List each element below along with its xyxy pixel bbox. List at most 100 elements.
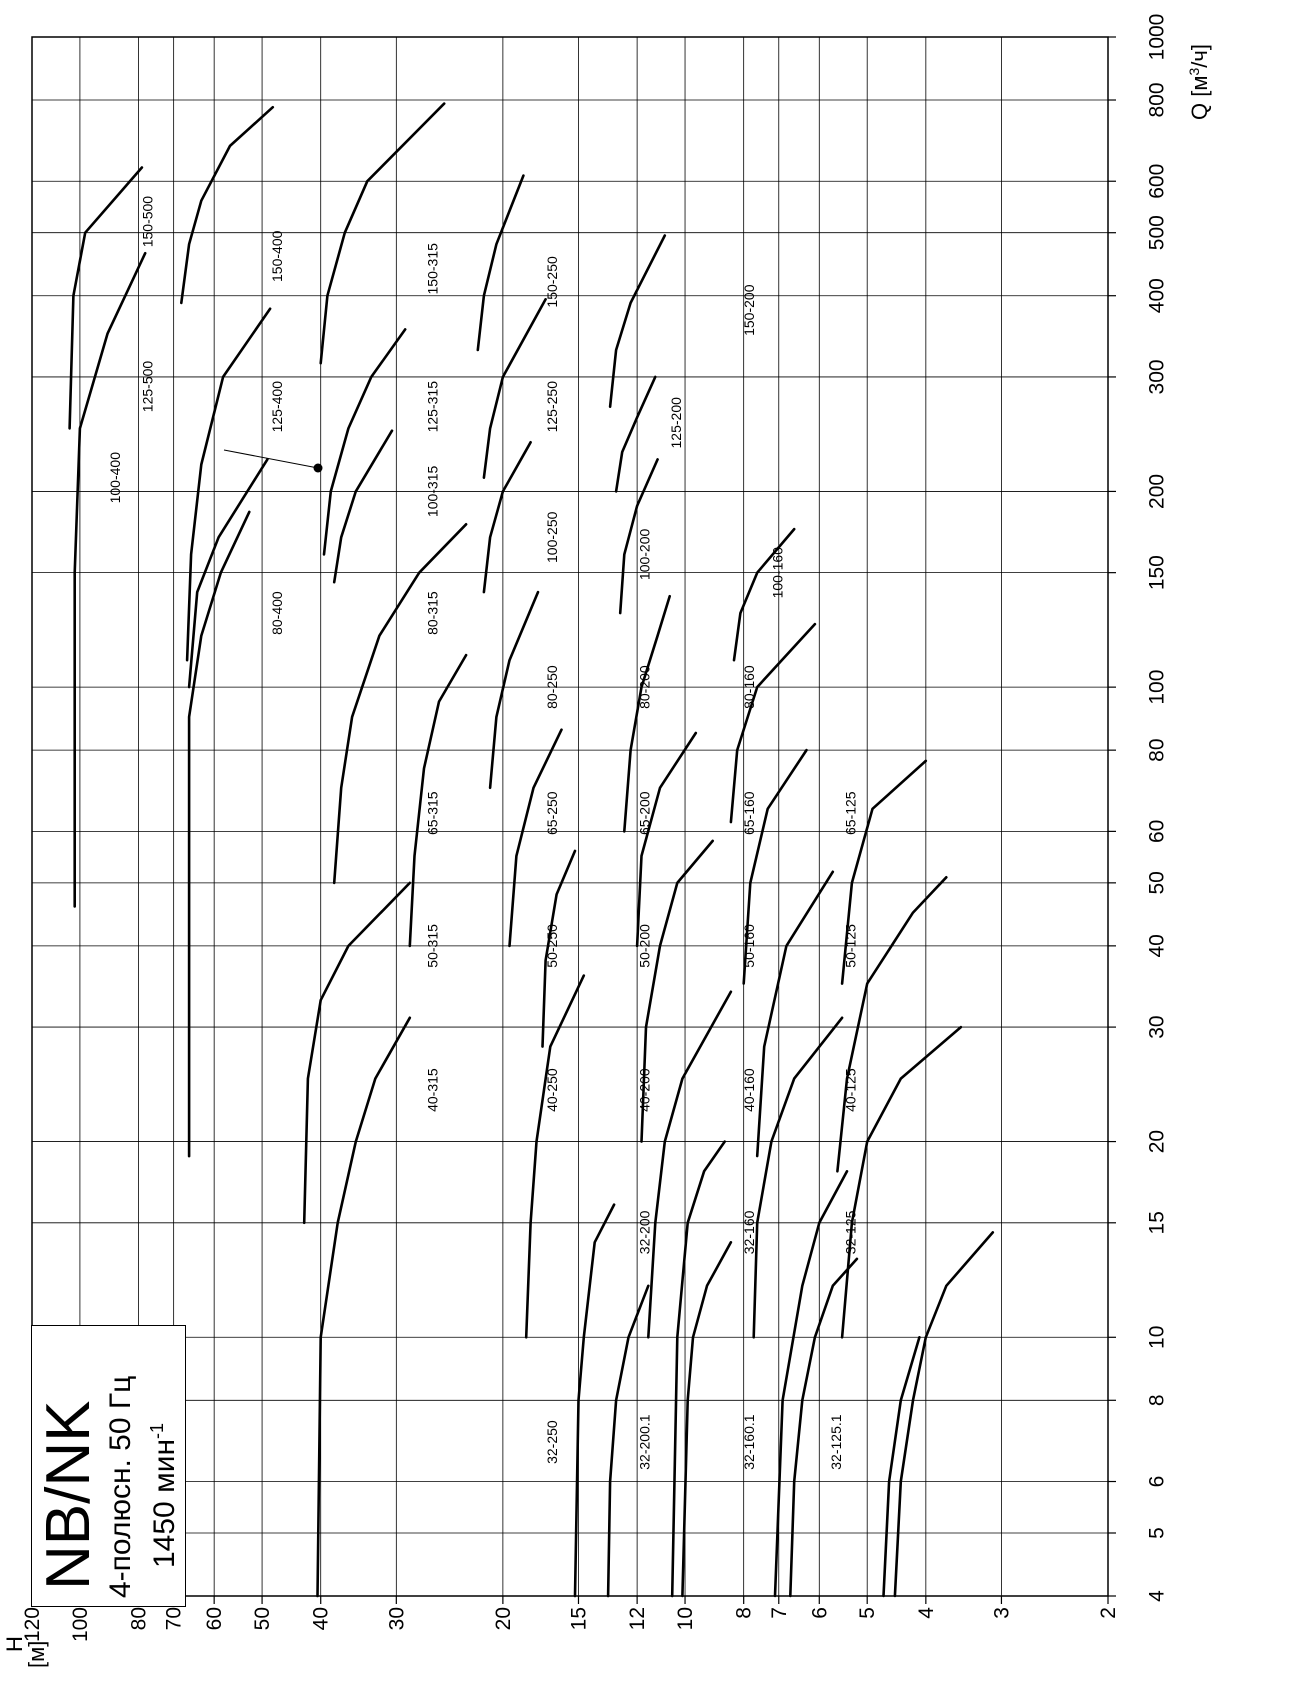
pump-curve-65-160: [742, 748, 808, 985]
pump-curve-100-315: [332, 429, 394, 584]
pump-curve-40-200: [646, 990, 733, 1339]
pump-label-32-200: 32-200: [637, 1210, 653, 1254]
pump-label-80-160: 80-160: [741, 665, 757, 709]
pump-curve-125-315: [322, 328, 407, 556]
q-tick-label: 800: [1146, 82, 1169, 117]
pump-curve-80-200: [622, 594, 672, 833]
callout-100-400: [223, 449, 323, 473]
pump-label-65-160: 65-160: [741, 791, 757, 835]
pump-label-50-315: 50-315: [425, 924, 441, 968]
pump-label-40-160: 40-160: [741, 1068, 757, 1112]
q-tick-label: 8: [1146, 1394, 1169, 1406]
pump-curve-40-125: [840, 1025, 963, 1339]
pump-curve-40-315: [316, 1016, 412, 1598]
h-tick-label: 120: [21, 1607, 44, 1642]
pump-label-100-200: 100-200: [637, 529, 653, 581]
pump-curve-150-500: [68, 166, 144, 430]
q-tick-label: 500: [1146, 215, 1169, 250]
title-speed: 1450 мин-1: [140, 1423, 182, 1568]
h-tick-labels: 2 3 4 5 6 78 10 12 15 20 30 40 50 60 70 80 100 120: [21, 1607, 1120, 1642]
q-tick-label: 40: [1146, 934, 1169, 957]
pump-label-50-200: 50-200: [637, 924, 653, 968]
title-box: NB/NK 4-полюсн. 50 Гц 1450 мин-1: [31, 1325, 186, 1607]
pump-label-65-200: 65-200: [637, 791, 653, 835]
pump-label-32-250: 32-250: [544, 1420, 560, 1464]
q-tick-label: 400: [1146, 278, 1169, 313]
pump-curve-32-250: [573, 1203, 616, 1598]
q-tick-label: 1000: [1146, 14, 1169, 61]
q-tick-label: 30: [1146, 1015, 1169, 1038]
pump-curve-50-160: [755, 870, 835, 1158]
pump-curve-150-250: [476, 174, 525, 352]
pump-label-32-125.1: 32-125.1: [828, 1414, 844, 1469]
pump-curve-32-125: [893, 1231, 995, 1598]
pump-label-150-200: 150-200: [741, 284, 757, 336]
pump-label-80-400: 80-400: [269, 591, 285, 635]
h-tick-label: 50: [251, 1607, 274, 1630]
title-speed-value: 1450 мин: [148, 1438, 181, 1568]
pump-label-32-200.1: 32-200.1: [637, 1414, 653, 1469]
q-tick-label: 200: [1146, 474, 1169, 509]
svg-text:Q [м3/ч]: Q [м3/ч]: [1186, 44, 1212, 120]
q-tick-label: 600: [1146, 164, 1169, 199]
q-axis-label: Q [м3/ч]: [1186, 44, 1212, 120]
pump-label-100-250: 100-250: [544, 511, 560, 563]
pump-label-100-160: 100-160: [770, 547, 786, 599]
pump-label-80-200: 80-200: [637, 665, 653, 709]
pump-label-150-500: 150-500: [139, 196, 155, 248]
h-tick-label: 2: [1097, 1607, 1120, 1619]
h-tick-label: 10: [674, 1607, 697, 1630]
pump-curve-80-160: [729, 622, 817, 824]
pump-label-125-200: 125-200: [668, 397, 684, 449]
pump-curve-80-315: [332, 522, 468, 885]
title-speed-exponent: -1: [147, 1422, 167, 1439]
title-main: NB/NK: [34, 1400, 103, 1590]
pump-label-150-400: 150-400: [269, 230, 285, 282]
h-tick-label: 40: [310, 1607, 333, 1630]
h-tick-label: 80: [128, 1607, 151, 1630]
pump-labels: 150-500 150-400 150-315 150-250 150-200 125-5…: [107, 196, 858, 1470]
pump-label-125-250: 125-250: [544, 381, 560, 433]
pump-curves: [68, 102, 995, 1598]
pump-label-80-250: 80-250: [544, 665, 560, 709]
q-label-superscript: 3: [1186, 68, 1202, 76]
q-tick-label: 300: [1146, 359, 1169, 394]
pump-label-125-315: 125-315: [425, 381, 441, 433]
q-tick-label: 4: [1146, 1590, 1169, 1602]
h-tick-label: 8: [733, 1607, 756, 1619]
h-tick-label: 15: [567, 1607, 590, 1630]
q-tick-label: 20: [1146, 1130, 1169, 1153]
pump-curve-100-250: [482, 440, 532, 594]
pump-curve-125-500: [73, 251, 147, 908]
pump-curve-80-400: [187, 510, 251, 1158]
pump-label-150-315: 150-315: [425, 243, 441, 295]
pump-curve-100-200: [618, 458, 659, 615]
pump-curve-32-200: [670, 1140, 727, 1598]
q-grid-lines: [32, 36, 1116, 1597]
pump-curve-100-400: [187, 458, 269, 689]
pump-curve-80-250: [488, 590, 540, 790]
h-tick-label: 100: [69, 1607, 92, 1642]
q-tick-label: 150: [1146, 555, 1169, 590]
q-tick-label: 5: [1146, 1527, 1169, 1539]
plot-area: [31, 36, 1109, 1597]
pump-label-100-315: 100-315: [425, 466, 441, 518]
pump-curve-125-200: [614, 375, 657, 493]
pump-label-100-400: 100-400: [107, 452, 123, 504]
q-label-part2: /ч]: [1187, 44, 1212, 68]
h-label-unit: [м]: [24, 1641, 49, 1668]
title-poles-frequency: 4-полюсн. 50 Гц: [104, 1375, 137, 1598]
pump-curve-65-125: [840, 759, 928, 985]
h-tick-label: 20: [492, 1607, 515, 1630]
h-axis-label: H [м]: [2, 1636, 49, 1668]
pump-curve-150-400: [180, 105, 275, 305]
pump-curve-40-160: [752, 1016, 844, 1339]
h-tick-label: 3: [990, 1607, 1013, 1619]
pump-label-32-160: 32-160: [741, 1210, 757, 1254]
q-label-part1: Q [м: [1187, 76, 1212, 120]
pump-label-150-250: 150-250: [544, 256, 560, 308]
h-tick-label: 4: [915, 1607, 938, 1619]
pump-label-40-250: 40-250: [544, 1068, 560, 1112]
pump-curve-32-125.1: [882, 1336, 921, 1598]
